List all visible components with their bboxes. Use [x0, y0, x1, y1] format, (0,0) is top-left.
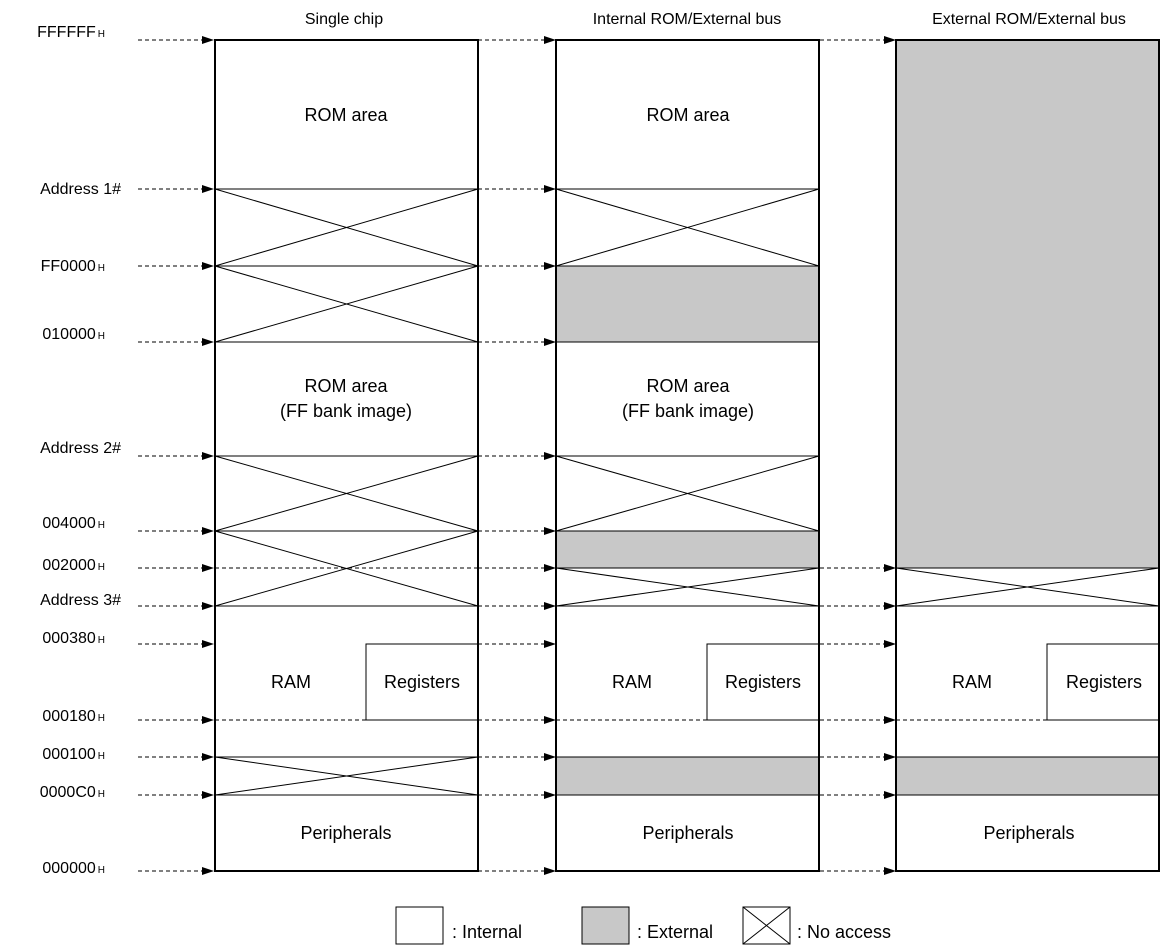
legend-no-access-label: : No access — [797, 922, 891, 942]
registers-label: Registers — [1066, 672, 1142, 692]
column-single-chip: ROM area ROM area (FF bank image) RAM Re… — [214, 39, 479, 872]
ff-bank-image-label: (FF bank image) — [622, 401, 754, 421]
no-access-cross — [214, 756, 479, 796]
address-arrows-left — [138, 36, 214, 875]
address-label: 0000C0 H — [40, 784, 105, 801]
no-access-cross — [214, 530, 479, 607]
rom-area-label: ROM area — [304, 376, 388, 396]
column-title-external-rom: External ROM/External bus — [932, 11, 1126, 28]
external-region — [556, 266, 819, 342]
column-outline — [555, 39, 820, 872]
ram-label: RAM — [952, 672, 992, 692]
external-region — [556, 531, 819, 568]
address-label: 000180 H — [42, 708, 105, 725]
legend-internal-swatch — [395, 906, 444, 945]
legend-external-label: : External — [637, 922, 713, 942]
address-label: Address 3# — [40, 592, 121, 609]
registers-label: Registers — [725, 672, 801, 692]
external-region — [896, 40, 1159, 568]
no-access-cross — [555, 455, 820, 532]
address-label: 000380 H — [42, 630, 105, 647]
address-label: 002000 H — [42, 557, 105, 574]
legend-no-access-cross — [742, 906, 791, 945]
registers-box — [706, 643, 820, 721]
ram-label: RAM — [612, 672, 652, 692]
registers-box — [365, 643, 479, 721]
no-access-cross — [555, 188, 820, 267]
no-access-cross — [214, 188, 479, 267]
peripherals-label: Peripherals — [642, 823, 733, 843]
column-external-rom: RAM Registers Peripherals — [895, 39, 1160, 872]
legend: : Internal : External : No access — [395, 906, 891, 945]
rom-area-label: ROM area — [304, 105, 388, 125]
address-arrows-right — [820, 36, 896, 875]
no-access-cross — [214, 265, 479, 343]
ff-bank-image-label: (FF bank image) — [280, 401, 412, 421]
peripherals-label: Peripherals — [300, 823, 391, 843]
legend-internal-label: : Internal — [452, 922, 522, 942]
rom-area-label: ROM area — [646, 105, 730, 125]
external-region — [896, 757, 1159, 795]
address-label: FFFFFF H — [37, 24, 105, 41]
address-label: Address 2# — [40, 440, 121, 457]
address-label: Address 1# — [40, 181, 121, 198]
registers-label: Registers — [384, 672, 460, 692]
no-access-cross — [555, 567, 820, 607]
address-label: 004000 H — [42, 515, 105, 532]
ram-label: RAM — [271, 672, 311, 692]
no-access-cross — [895, 567, 1160, 607]
address-label: 000000 H — [42, 860, 105, 877]
address-label: FF0000 H — [41, 258, 105, 275]
legend-external-swatch — [581, 906, 630, 945]
column-internal-rom: ROM area ROM area (FF bank image) RAM Re… — [555, 39, 820, 872]
rom-area-label: ROM area — [646, 376, 730, 396]
external-region — [556, 757, 819, 795]
column-title-internal-rom: Internal ROM/External bus — [593, 11, 782, 28]
registers-box — [1046, 643, 1160, 721]
address-arrows-middle — [478, 36, 556, 875]
no-access-cross — [214, 455, 479, 532]
column-outline — [214, 39, 479, 872]
column-outline — [895, 39, 1160, 872]
address-label: 000100 H — [42, 746, 105, 763]
address-labels: FFFFFF H Address 1# FF0000 H 010000 H Addre… — [37, 24, 121, 877]
peripherals-label: Peripherals — [983, 823, 1074, 843]
column-title-single-chip: Single chip — [305, 11, 383, 28]
address-label: 010000 H — [42, 326, 105, 343]
